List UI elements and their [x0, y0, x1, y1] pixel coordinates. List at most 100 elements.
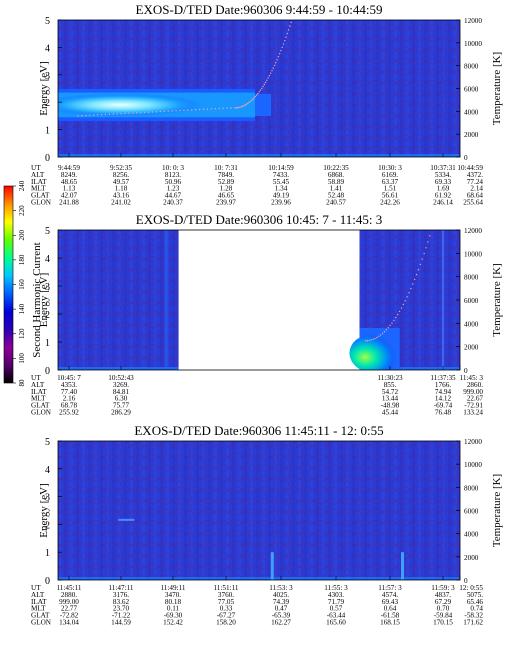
temperature-point — [423, 252, 425, 255]
orbit-cell: 1.13 — [63, 185, 76, 193]
orbit-cell: 4372. — [467, 171, 483, 179]
orbit-cell: -63.44 — [327, 612, 346, 620]
temperature-point — [268, 74, 271, 77]
temperature-point — [412, 283, 414, 285]
temperature-point — [429, 235, 431, 237]
temperature-point — [282, 43, 285, 45]
colorbar-tick-label: 100 — [18, 353, 26, 364]
orbit-cell: 71.79 — [328, 598, 345, 606]
temperature-point — [368, 339, 370, 342]
temperature-point — [240, 106, 242, 108]
temperature-point — [379, 334, 382, 336]
orbit-cell: 10:22:35 — [323, 164, 349, 172]
temperature-point — [187, 109, 189, 111]
colorbar-tick-label: 120 — [18, 328, 26, 339]
y-axis-label: Energy [eV] — [38, 483, 50, 537]
orbit-cell: 83.62 — [113, 598, 130, 606]
orbit-cell: 152.42 — [163, 619, 183, 627]
orbit-cell: 48.65 — [61, 178, 78, 186]
orbit-cell: 4837. — [435, 591, 451, 599]
temperature-point — [243, 105, 245, 107]
spectrogram-plot — [58, 441, 460, 580]
temperature-point — [395, 316, 397, 319]
orbit-row-label: GLON — [31, 619, 52, 627]
temperature-point — [396, 313, 399, 316]
orbit-cell: -58.32 — [464, 612, 483, 620]
temperature-point — [374, 337, 376, 340]
orbit-cell: 6.30 — [115, 395, 128, 403]
temperature-point — [226, 107, 228, 109]
temperature-point — [112, 113, 114, 115]
orbit-row-label: UT — [31, 584, 41, 592]
orbit-cell: 46.65 — [218, 192, 235, 200]
temperature-point — [151, 111, 154, 113]
orbit-cell: 165.60 — [326, 619, 346, 627]
orbit-cell: 50.96 — [165, 178, 182, 186]
orbit-cell: 12: 0:55 — [459, 584, 483, 592]
temperature-point — [267, 77, 269, 79]
temperature-point — [248, 101, 250, 104]
orbit-cell: 11:59: 3 — [431, 584, 455, 592]
temperature-point — [249, 100, 251, 103]
temperature-point — [206, 108, 209, 110]
y2-tick-label: 4000 — [464, 108, 479, 116]
y2-tick-label: 8000 — [464, 274, 479, 282]
y-tick-label: 5 — [45, 226, 50, 237]
orbit-cell: 162.27 — [271, 619, 291, 627]
orbit-cell: -61.58 — [381, 612, 400, 620]
temperature-point — [264, 81, 267, 84]
colorbar-tick-label: 240 — [18, 180, 26, 191]
orbit-cell: 1.28 — [220, 185, 233, 193]
y-tick-label: 4 — [45, 43, 50, 54]
orbit-cell: 49.19 — [273, 192, 290, 200]
orbit-cell: 8249. — [61, 171, 77, 179]
orbit-cell: 1.51 — [384, 185, 397, 193]
y2-axis-label: Temperature [K] — [491, 474, 503, 547]
orbit-row-label: GLON — [31, 409, 52, 417]
temperature-point — [366, 340, 369, 342]
temperature-point — [290, 21, 292, 23]
orbit-cell: 10: 0: 3 — [162, 164, 184, 172]
spectrogram-plot — [58, 230, 460, 370]
orbit-cell: 255.64 — [463, 199, 483, 207]
temperature-point — [222, 107, 224, 109]
temperature-point — [271, 70, 273, 72]
orbit-cell: 13.44 — [382, 395, 399, 403]
orbit-cell: 4303. — [328, 591, 344, 599]
y2-tick-label: 0 — [464, 367, 468, 375]
temperature-point — [120, 112, 122, 115]
temperature-point — [163, 110, 165, 113]
temperature-point — [198, 108, 201, 111]
temperature-point — [277, 56, 280, 58]
temperature-point — [370, 339, 372, 341]
temperature-point — [238, 106, 240, 109]
temperature-point — [273, 64, 276, 67]
spectrogram-plot — [58, 20, 460, 157]
temperature-point — [406, 296, 408, 298]
temperature-point — [175, 110, 177, 112]
temperature-point — [289, 25, 291, 27]
temperature-point — [275, 61, 277, 64]
temperature-point — [132, 112, 134, 114]
orbit-cell: 286.29 — [111, 409, 131, 417]
temperature-point — [266, 79, 268, 81]
temperature-point — [413, 278, 416, 281]
orbit-row-label: ILAT — [31, 598, 47, 606]
temperature-point — [89, 114, 91, 116]
temperature-point — [404, 300, 406, 302]
temperature-point — [427, 241, 429, 243]
orbit-cell: 8256. — [113, 171, 129, 179]
orbit-cell: 77.40 — [61, 388, 78, 396]
orbit-cell: 7849. — [218, 171, 234, 179]
y-tick-label: 1 — [45, 548, 50, 559]
orbit-cell: 9:44:59 — [58, 164, 80, 172]
temperature-point — [143, 111, 146, 114]
orbit-cell: 171.62 — [463, 619, 483, 627]
orbit-cell: 1.69 — [437, 185, 450, 193]
orbit-row-label: ALT — [31, 171, 45, 179]
orbit-cell: 74.39 — [273, 598, 290, 606]
faint-feature — [118, 518, 135, 521]
temperature-point — [276, 59, 278, 61]
y2-tick-label: 0 — [464, 577, 468, 585]
temperature-point — [364, 340, 367, 342]
